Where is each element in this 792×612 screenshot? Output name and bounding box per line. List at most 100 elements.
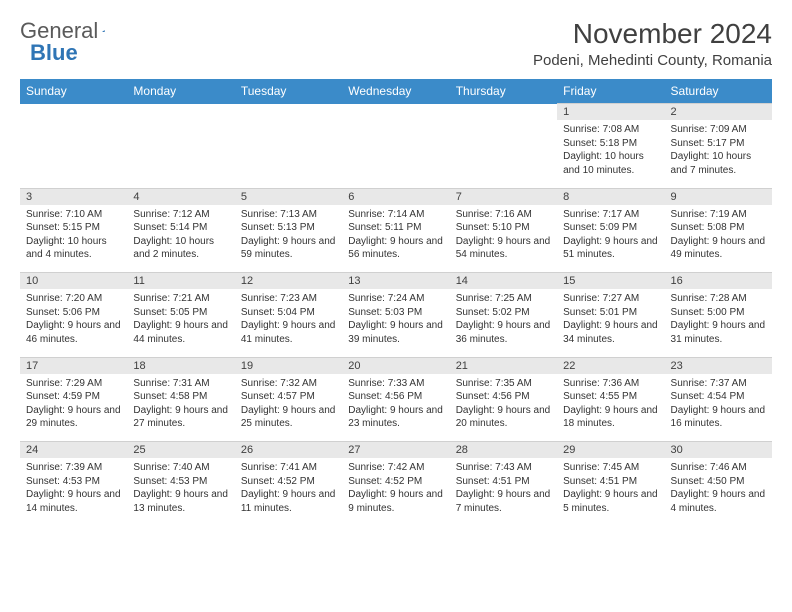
- day-number-cell: 26: [235, 442, 342, 459]
- sunrise-text: Sunrise: 7:36 AM: [563, 377, 658, 391]
- day-content-row: Sunrise: 7:29 AMSunset: 4:59 PMDaylight:…: [20, 374, 772, 442]
- sunset-text: Sunset: 5:14 PM: [133, 221, 228, 235]
- day-number-cell: 17: [20, 357, 127, 374]
- day-content-cell: Sunrise: 7:45 AMSunset: 4:51 PMDaylight:…: [557, 458, 664, 526]
- sunrise-text: Sunrise: 7:27 AM: [563, 292, 658, 306]
- daylight-text: Daylight: 9 hours and 51 minutes.: [563, 235, 658, 262]
- day-content-cell: Sunrise: 7:13 AMSunset: 5:13 PMDaylight:…: [235, 205, 342, 273]
- day-number-cell: [342, 104, 449, 121]
- day-content-cell: Sunrise: 7:46 AMSunset: 4:50 PMDaylight:…: [665, 458, 772, 526]
- day-content-cell: Sunrise: 7:32 AMSunset: 4:57 PMDaylight:…: [235, 374, 342, 442]
- weekday-header: Saturday: [665, 79, 772, 104]
- daylight-text: Daylight: 9 hours and 18 minutes.: [563, 404, 658, 431]
- logo-text-blue: Blue: [30, 40, 78, 66]
- sunrise-text: Sunrise: 7:24 AM: [348, 292, 443, 306]
- sunrise-text: Sunrise: 7:39 AM: [26, 461, 121, 475]
- header: General November 2024 Podeni, Mehedinti …: [20, 18, 772, 69]
- day-number-cell: 11: [127, 273, 234, 290]
- daylight-text: Daylight: 9 hours and 49 minutes.: [671, 235, 766, 262]
- daylight-text: Daylight: 9 hours and 56 minutes.: [348, 235, 443, 262]
- sunset-text: Sunset: 4:50 PM: [671, 475, 766, 489]
- day-content-cell: Sunrise: 7:27 AMSunset: 5:01 PMDaylight:…: [557, 289, 664, 357]
- day-number-cell: 3: [20, 188, 127, 205]
- day-number-cell: [20, 104, 127, 121]
- sunrise-text: Sunrise: 7:14 AM: [348, 208, 443, 222]
- sunset-text: Sunset: 5:00 PM: [671, 306, 766, 320]
- day-number-row: 24252627282930: [20, 442, 772, 459]
- day-number-cell: 18: [127, 357, 234, 374]
- day-number-cell: 14: [450, 273, 557, 290]
- day-number-cell: 23: [665, 357, 772, 374]
- daylight-text: Daylight: 9 hours and 54 minutes.: [456, 235, 551, 262]
- day-content-cell: [20, 120, 127, 188]
- sunset-text: Sunset: 4:58 PM: [133, 390, 228, 404]
- day-content-cell: Sunrise: 7:40 AMSunset: 4:53 PMDaylight:…: [127, 458, 234, 526]
- day-number-cell: 5: [235, 188, 342, 205]
- sunrise-text: Sunrise: 7:42 AM: [348, 461, 443, 475]
- day-content-row: Sunrise: 7:10 AMSunset: 5:15 PMDaylight:…: [20, 205, 772, 273]
- daylight-text: Daylight: 9 hours and 13 minutes.: [133, 488, 228, 515]
- day-number-cell: 1: [557, 104, 664, 121]
- day-number-row: 17181920212223: [20, 357, 772, 374]
- calendar-table: SundayMondayTuesdayWednesdayThursdayFrid…: [20, 79, 772, 526]
- day-number-cell: 28: [450, 442, 557, 459]
- daylight-text: Daylight: 9 hours and 29 minutes.: [26, 404, 121, 431]
- day-number-cell: 15: [557, 273, 664, 290]
- sunset-text: Sunset: 4:56 PM: [348, 390, 443, 404]
- day-number-cell: 21: [450, 357, 557, 374]
- day-content-cell: Sunrise: 7:08 AMSunset: 5:18 PMDaylight:…: [557, 120, 664, 188]
- sunset-text: Sunset: 5:04 PM: [241, 306, 336, 320]
- sunset-text: Sunset: 4:51 PM: [563, 475, 658, 489]
- sunrise-text: Sunrise: 7:21 AM: [133, 292, 228, 306]
- day-content-cell: Sunrise: 7:17 AMSunset: 5:09 PMDaylight:…: [557, 205, 664, 273]
- daylight-text: Daylight: 9 hours and 7 minutes.: [456, 488, 551, 515]
- sunset-text: Sunset: 5:11 PM: [348, 221, 443, 235]
- sunset-text: Sunset: 4:59 PM: [26, 390, 121, 404]
- daylight-text: Daylight: 9 hours and 25 minutes.: [241, 404, 336, 431]
- daylight-text: Daylight: 9 hours and 27 minutes.: [133, 404, 228, 431]
- day-content-cell: Sunrise: 7:16 AMSunset: 5:10 PMDaylight:…: [450, 205, 557, 273]
- day-number-cell: 19: [235, 357, 342, 374]
- sunrise-text: Sunrise: 7:10 AM: [26, 208, 121, 222]
- day-number-cell: 30: [665, 442, 772, 459]
- sunset-text: Sunset: 5:18 PM: [563, 137, 658, 151]
- daylight-text: Daylight: 9 hours and 11 minutes.: [241, 488, 336, 515]
- sunset-text: Sunset: 4:57 PM: [241, 390, 336, 404]
- day-content-cell: Sunrise: 7:28 AMSunset: 5:00 PMDaylight:…: [665, 289, 772, 357]
- day-content-cell: Sunrise: 7:41 AMSunset: 4:52 PMDaylight:…: [235, 458, 342, 526]
- sunset-text: Sunset: 5:17 PM: [671, 137, 766, 151]
- day-number-cell: 2: [665, 104, 772, 121]
- sunrise-text: Sunrise: 7:35 AM: [456, 377, 551, 391]
- weekday-header: Sunday: [20, 79, 127, 104]
- sunset-text: Sunset: 5:10 PM: [456, 221, 551, 235]
- sunset-text: Sunset: 4:56 PM: [456, 390, 551, 404]
- sunrise-text: Sunrise: 7:19 AM: [671, 208, 766, 222]
- day-content-cell: Sunrise: 7:36 AMSunset: 4:55 PMDaylight:…: [557, 374, 664, 442]
- daylight-text: Daylight: 9 hours and 23 minutes.: [348, 404, 443, 431]
- day-content-cell: Sunrise: 7:23 AMSunset: 5:04 PMDaylight:…: [235, 289, 342, 357]
- day-content-cell: Sunrise: 7:29 AMSunset: 4:59 PMDaylight:…: [20, 374, 127, 442]
- day-number-cell: 10: [20, 273, 127, 290]
- daylight-text: Daylight: 9 hours and 31 minutes.: [671, 319, 766, 346]
- sunset-text: Sunset: 4:52 PM: [348, 475, 443, 489]
- sunrise-text: Sunrise: 7:16 AM: [456, 208, 551, 222]
- daylight-text: Daylight: 10 hours and 2 minutes.: [133, 235, 228, 262]
- sunrise-text: Sunrise: 7:45 AM: [563, 461, 658, 475]
- sunset-text: Sunset: 5:06 PM: [26, 306, 121, 320]
- daylight-text: Daylight: 10 hours and 4 minutes.: [26, 235, 121, 262]
- day-content-cell: Sunrise: 7:35 AMSunset: 4:56 PMDaylight:…: [450, 374, 557, 442]
- sunrise-text: Sunrise: 7:20 AM: [26, 292, 121, 306]
- sunrise-text: Sunrise: 7:33 AM: [348, 377, 443, 391]
- day-content-cell: Sunrise: 7:21 AMSunset: 5:05 PMDaylight:…: [127, 289, 234, 357]
- day-number-cell: 29: [557, 442, 664, 459]
- sunrise-text: Sunrise: 7:31 AM: [133, 377, 228, 391]
- daylight-text: Daylight: 9 hours and 5 minutes.: [563, 488, 658, 515]
- sunset-text: Sunset: 4:54 PM: [671, 390, 766, 404]
- daylight-text: Daylight: 9 hours and 36 minutes.: [456, 319, 551, 346]
- day-number-row: 10111213141516: [20, 273, 772, 290]
- sunset-text: Sunset: 5:15 PM: [26, 221, 121, 235]
- day-number-cell: 12: [235, 273, 342, 290]
- sunrise-text: Sunrise: 7:40 AM: [133, 461, 228, 475]
- day-number-cell: 13: [342, 273, 449, 290]
- daylight-text: Daylight: 10 hours and 7 minutes.: [671, 150, 766, 177]
